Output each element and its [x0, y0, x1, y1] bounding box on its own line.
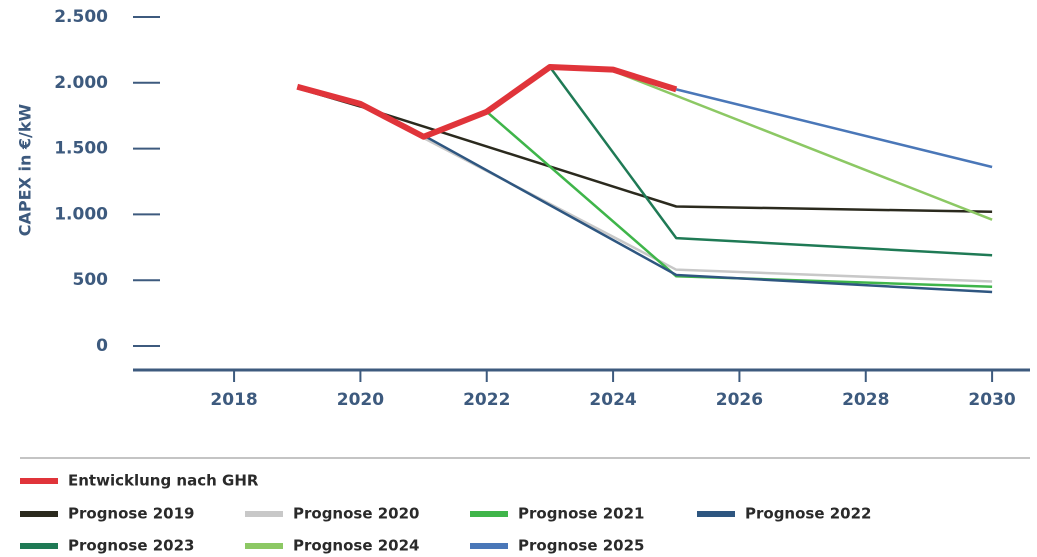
series-line: [485, 110, 993, 289]
legend-label: Prognose 2023: [68, 537, 195, 555]
series-line: [296, 64, 678, 140]
x-tick-label: 2024: [589, 390, 636, 410]
y-tick-label: 500: [73, 270, 109, 290]
legend-label: Entwicklung nach GHR: [68, 472, 259, 490]
series-line: [296, 86, 993, 214]
legend-label: Prognose 2024: [293, 537, 420, 555]
x-tick-label: 2030: [968, 390, 1015, 410]
x-tick-label: 2026: [716, 390, 763, 410]
legend-label: Prognose 2025: [518, 537, 645, 555]
legend-label: Prognose 2020: [293, 505, 420, 523]
y-axis-label: CAPEX in €/kW: [16, 103, 35, 236]
x-tick-label: 2020: [337, 390, 384, 410]
series-line: [422, 134, 993, 294]
y-tick-label: 0: [96, 336, 108, 356]
legend-label: Prognose 2019: [68, 505, 195, 523]
x-tick-label: 2028: [842, 390, 889, 410]
y-tick-label: 1.500: [54, 139, 108, 159]
series-line: [612, 69, 993, 221]
legend-label: Prognose 2022: [745, 505, 872, 523]
y-tick-label: 2.000: [54, 73, 108, 93]
x-tick-label: 2022: [463, 390, 510, 410]
y-tick-label: 2.500: [54, 7, 108, 27]
legend-label: Prognose 2021: [518, 505, 645, 523]
x-tick-label: 2018: [210, 390, 257, 410]
y-tick-label: 1.000: [54, 204, 108, 224]
series-line: [548, 66, 993, 257]
series-line: [675, 88, 993, 169]
series-line: [359, 101, 993, 283]
